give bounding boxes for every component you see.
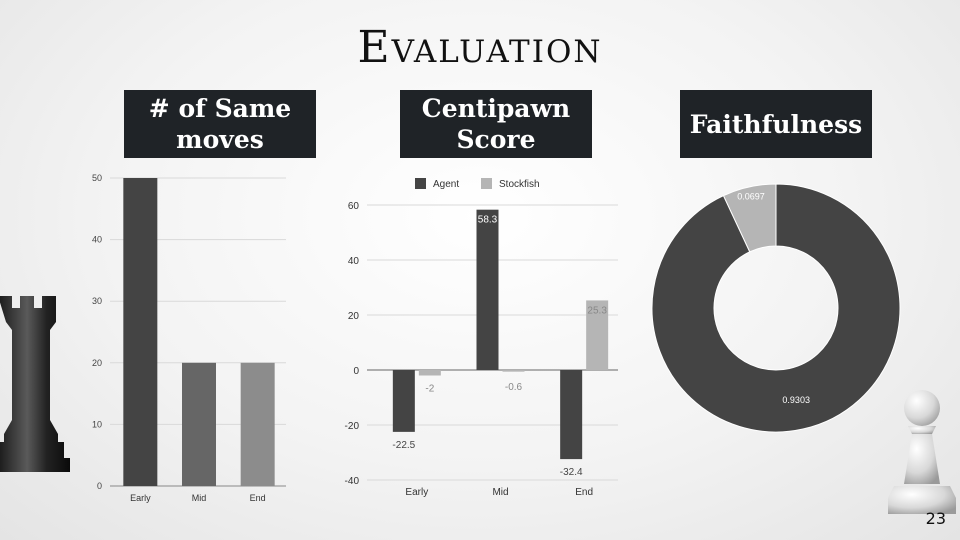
slice-label: 0.0697 — [737, 192, 765, 202]
data-label: 25.3 — [587, 305, 607, 316]
chess-rook-icon — [0, 296, 70, 472]
faithfulness-label: Faithfulness — [680, 90, 872, 158]
y-tick-label: 40 — [92, 235, 102, 245]
bar — [240, 362, 275, 486]
y-tick-label: 0 — [353, 366, 359, 377]
bar — [502, 370, 525, 372]
bar — [123, 178, 158, 486]
slide-title: Evaluation — [357, 22, 603, 73]
bar — [392, 370, 415, 432]
bar — [560, 370, 583, 460]
y-tick-label: 40 — [348, 256, 360, 267]
y-tick-label: -20 — [345, 421, 360, 432]
legend-swatch — [481, 178, 492, 189]
x-tick-label: Early — [130, 493, 151, 503]
y-tick-label: 30 — [92, 296, 102, 306]
donut-slice — [651, 183, 901, 433]
data-label: 58.3 — [478, 215, 498, 226]
x-tick-label: Mid — [192, 493, 207, 503]
bar — [182, 362, 216, 486]
legend-label: Agent — [433, 179, 459, 190]
y-tick-label: 20 — [348, 311, 360, 322]
x-tick-label: End — [575, 487, 593, 498]
slice-label: 0.9303 — [782, 395, 810, 405]
legend-label: Stockfish — [499, 179, 540, 190]
bar — [418, 370, 441, 376]
data-label: -32.4 — [560, 467, 583, 478]
same-moves-label: # of Same moves — [124, 90, 316, 158]
data-label: -22.5 — [392, 440, 415, 451]
x-tick-label: End — [250, 493, 266, 503]
y-tick-label: 20 — [92, 358, 102, 368]
y-tick-label: 10 — [92, 419, 102, 429]
chess-pawn-icon — [888, 390, 956, 514]
centipawn-label: Centipawn Score — [400, 90, 592, 158]
page-number: 23 — [925, 509, 946, 528]
legend-swatch — [415, 178, 426, 189]
x-tick-label: Mid — [492, 487, 508, 498]
y-tick-label: 50 — [92, 173, 102, 183]
y-tick-label: 0 — [97, 481, 102, 491]
bar — [476, 209, 499, 370]
y-tick-label: -40 — [345, 476, 360, 487]
data-label: -0.6 — [505, 382, 523, 393]
bar — [586, 300, 609, 370]
x-tick-label: Early — [405, 487, 428, 498]
y-tick-label: 60 — [348, 201, 360, 212]
data-label: -2 — [425, 384, 434, 395]
